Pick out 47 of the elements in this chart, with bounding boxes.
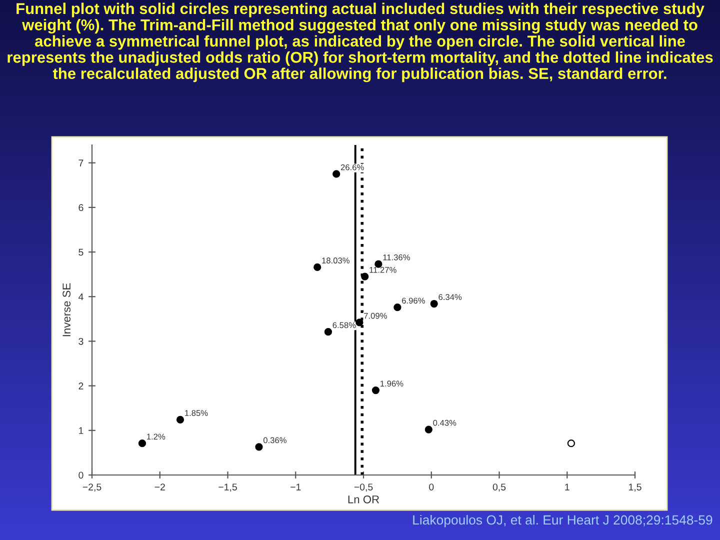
point <box>567 440 576 448</box>
x-tick-label: −1 <box>290 484 301 490</box>
annotation: 6.34% <box>438 294 462 300</box>
annotation: 6.58% <box>332 322 356 328</box>
point <box>255 443 263 451</box>
x-tick-label: 0 <box>429 484 434 490</box>
y-tick-label: 3 <box>78 338 84 345</box>
x-tick-label: 1 <box>565 484 570 490</box>
chart-title: Funnel plot with solid circles representing actual included studies with their respective study weight (%). The Trim-and-Fill method suggested that only one missing study was needed to achieve a symmetrical funnel plot, as indicated by the open circle. The solid vertical line represents the unadjusted odds ratio (OR) for short-term mortality, and the dotted line indicates the recalculated adjusted OR after allowing for publication bias. SE, standard error. <box>8 2 713 82</box>
point <box>361 272 369 280</box>
y-tick-label: 7 <box>78 160 84 166</box>
annotation: 0.36% <box>263 437 286 444</box>
x-tick-label: −1,5 <box>218 484 237 492</box>
y-tick-label: 6 <box>78 204 84 212</box>
point <box>332 170 340 178</box>
x-tick-label: −2 <box>154 484 165 490</box>
point <box>314 263 322 271</box>
annotation: 1.2% <box>147 434 166 440</box>
point <box>372 386 380 394</box>
point <box>138 440 146 448</box>
point <box>430 300 438 308</box>
y-tick-label: 1 <box>79 427 84 434</box>
y-tick-label: 5 <box>78 248 84 256</box>
text: Liakopoulos OJ, et al. Eur Heart J 2008;29:1548-59 <box>413 514 712 528</box>
x-tick-label: 1,5 <box>628 484 642 492</box>
x-tick-label: −2,5 <box>82 484 102 492</box>
point <box>356 318 364 326</box>
annotation: 1.85% <box>185 410 208 416</box>
point <box>176 416 184 424</box>
point <box>394 304 402 312</box>
annotation: 1.96% <box>380 380 404 387</box>
annotation: 7.09% <box>364 312 387 319</box>
y-tick-label: 4 <box>78 293 84 300</box>
x-axis-title: Ln OR <box>348 495 380 504</box>
y-tick-label: 2 <box>78 382 84 390</box>
annotation: 11.27% <box>370 266 396 273</box>
x-tick-label: −0,5 <box>354 484 373 492</box>
y-axis-title: Inverse SE <box>62 283 71 336</box>
point <box>424 426 432 434</box>
y-tick-label: 0 <box>78 472 84 479</box>
point <box>324 328 332 336</box>
annotation: 11.36% <box>383 254 410 260</box>
annotation: 0.43% <box>433 420 456 426</box>
annotation: 26.6% <box>340 164 364 170</box>
x-tick-label: 0,5 <box>492 484 506 492</box>
annotation: 18.03% <box>322 258 350 264</box>
annotation: 6.96% <box>402 298 425 304</box>
